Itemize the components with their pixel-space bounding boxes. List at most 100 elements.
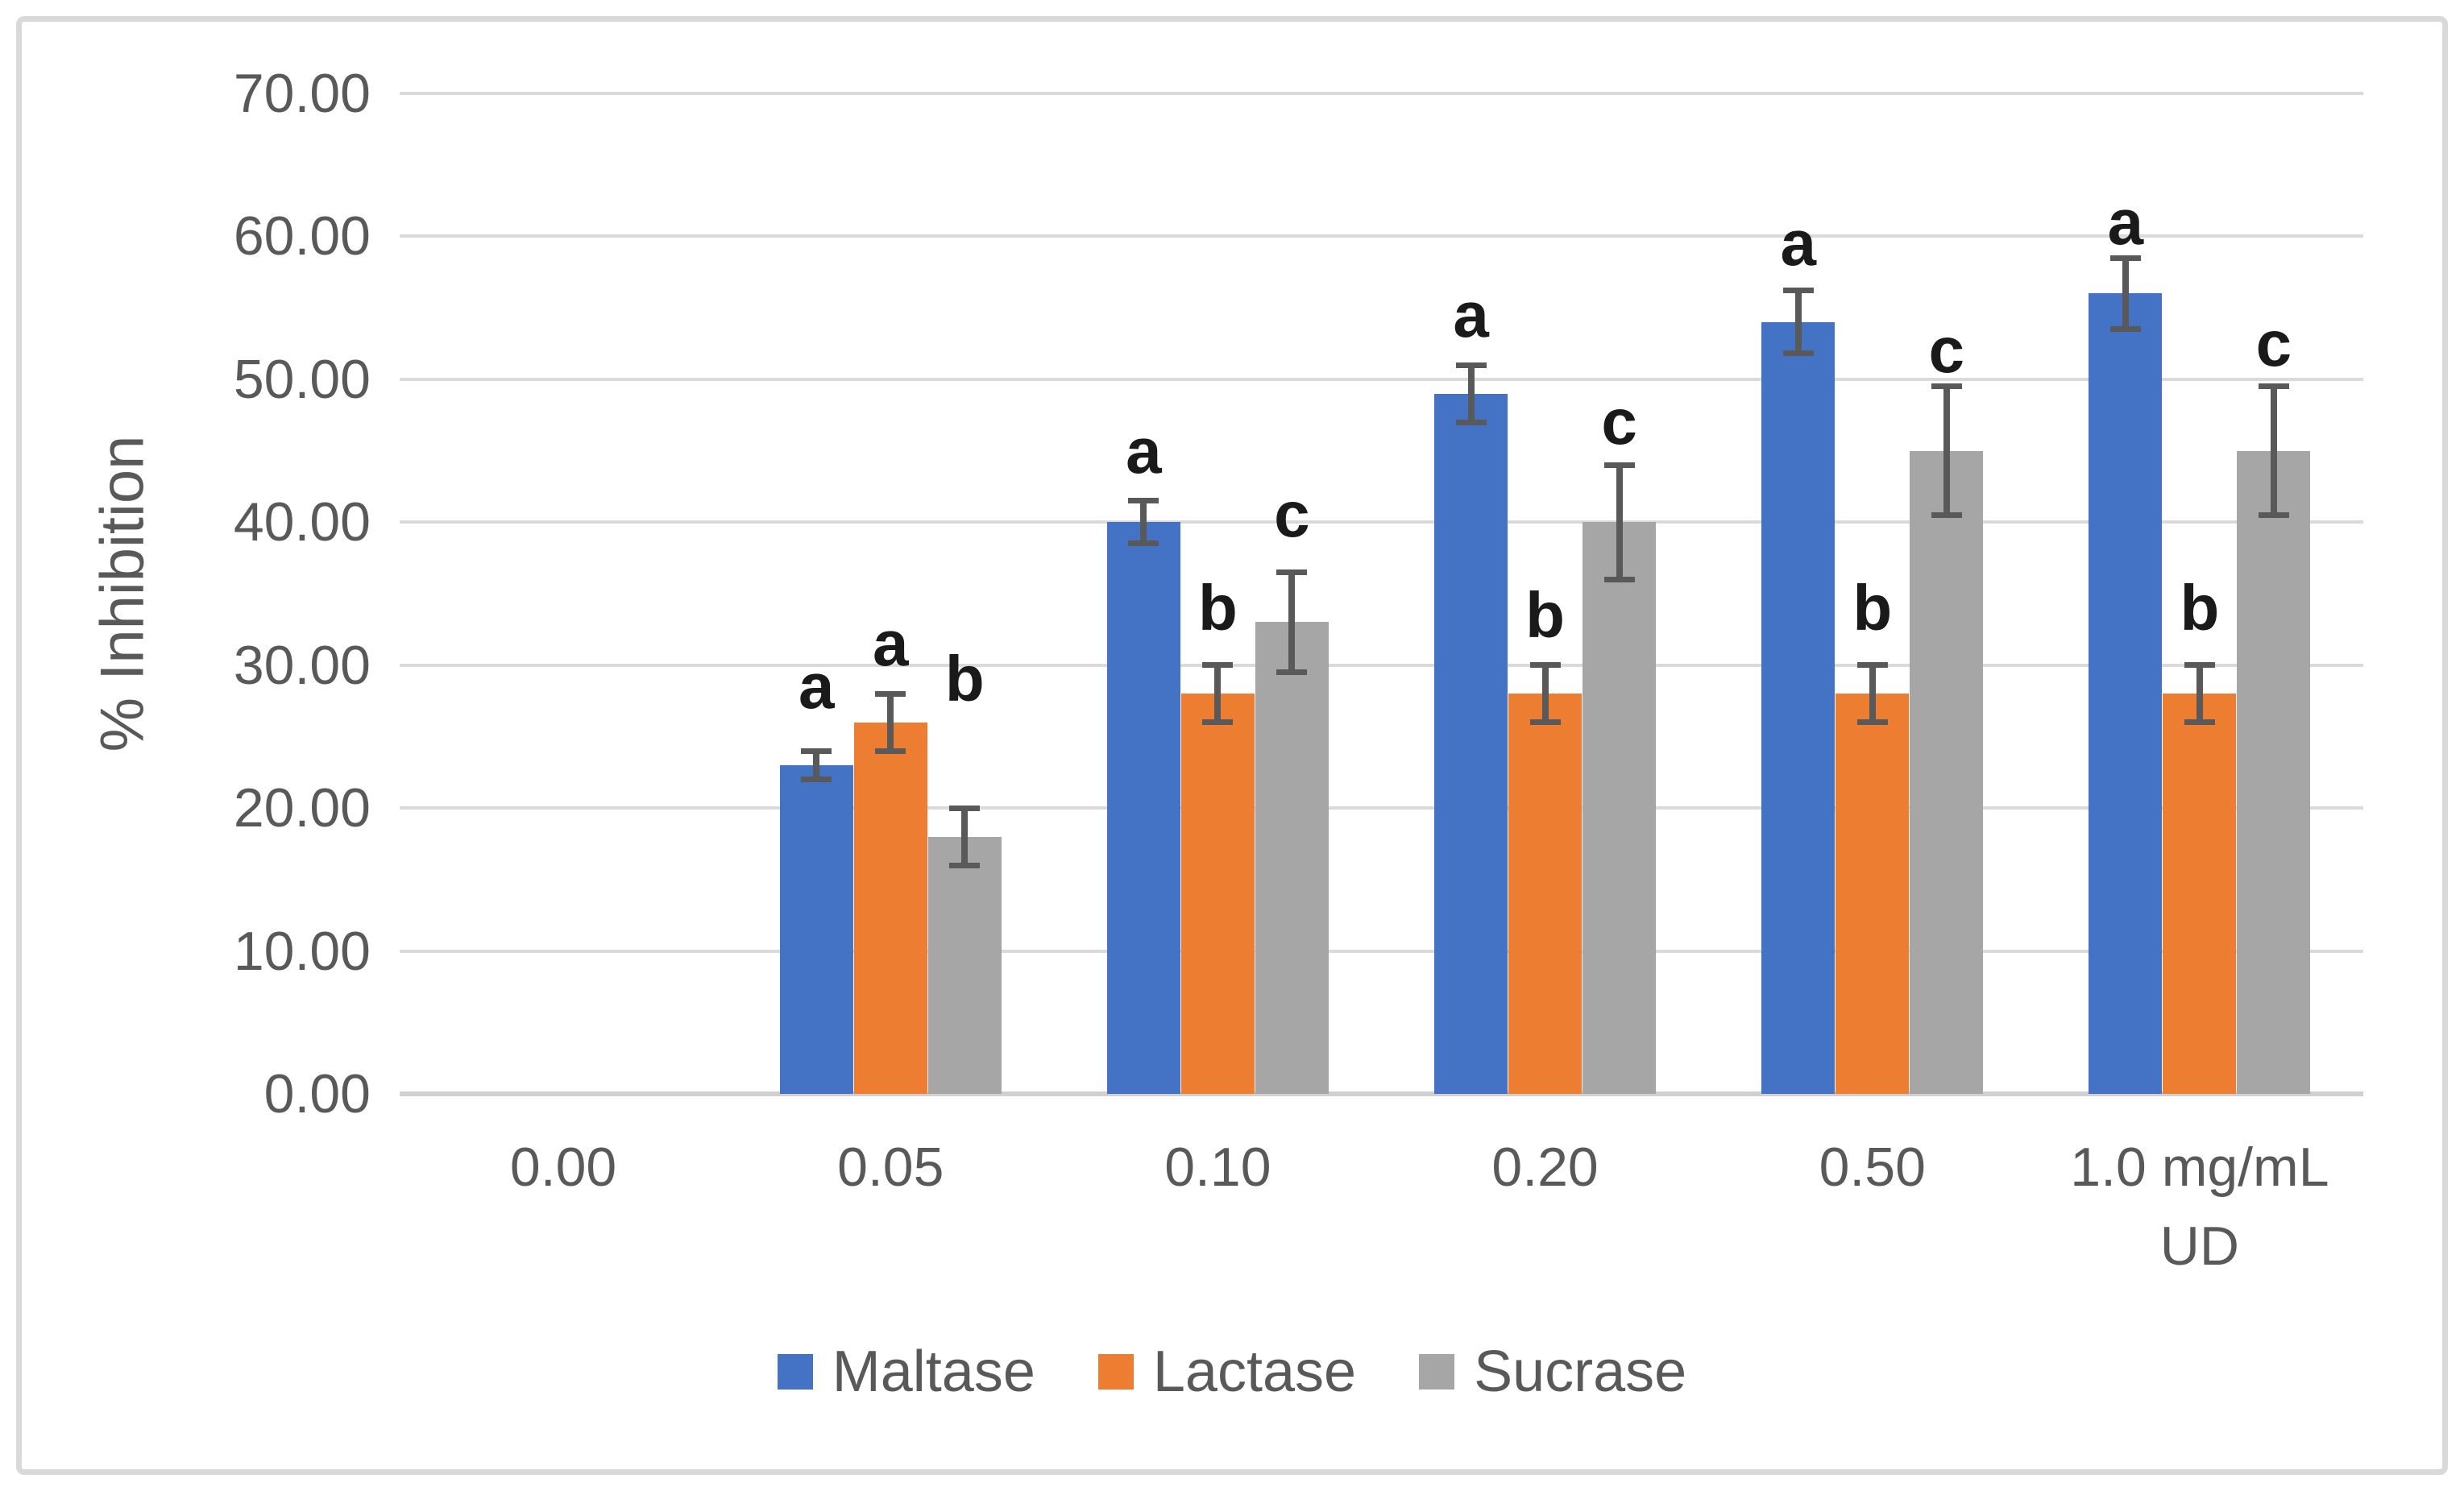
bar-lactase-0.05 [853,722,927,1094]
error-bar-cap [875,748,906,754]
y-tick-label: 10.00 [233,920,371,982]
significance-letter: b [2180,571,2220,644]
error-bar-cap [1455,362,1487,368]
error-bar-whisker [1616,465,1623,580]
legend-label: Maltase [832,1340,1035,1404]
significance-letter: b [1525,578,1566,651]
legend-label: Sucrase [1474,1340,1687,1404]
error-bar-whisker [961,808,969,866]
error-bar-cap [1782,350,1814,357]
y-tick-label: 20.00 [233,777,371,839]
error-bar-cap [2258,511,2289,518]
error-bar-cap [1128,498,1159,504]
bar-maltase-0.10 [1106,522,1180,1094]
error-bar-cap [1128,540,1159,547]
bar-maltase-1.0 mg/mL [2089,293,2163,1094]
y-tick-label: 70.00 [233,63,371,124]
x-tick-label: 1.0 mg/mL UD [2070,1137,2329,1277]
error-bar-cap [1603,576,1635,582]
bar-sucrase-1.0 mg/mL [2237,450,2311,1094]
error-bar-cap [1529,662,1561,669]
error-bar-cap [949,805,981,811]
bar-sucrase-0.10 [1255,622,1329,1094]
error-bar-whisker [1214,665,1222,723]
error-bar-cap [949,862,981,868]
significance-letter: b [1197,571,1238,644]
gridline [400,520,2363,524]
significance-letter: b [1852,571,1893,644]
significance-letter: b [944,643,985,715]
error-bar-cap [1931,511,1962,518]
bar-sucrase-0.50 [1910,450,1984,1094]
bar-lactase-0.10 [1180,694,1255,1094]
x-tick-label: 0.10 [1164,1137,1271,1198]
legend-item-maltase: Maltase [777,1337,1035,1406]
x-tick-label: 0.50 [1819,1137,1926,1198]
y-tick-label: 0.00 [263,1063,371,1124]
error-bar-whisker [1794,290,1802,354]
y-tick-label: 50.00 [233,348,371,410]
x-axis-baseline [400,1091,2363,1096]
significance-letter: a [799,650,835,723]
bar-maltase-0.50 [1761,321,1836,1094]
y-tick-label: 60.00 [233,205,371,267]
error-bar-whisker [1467,365,1475,423]
error-bar-cap [1276,569,1308,575]
error-bar-whisker [887,694,894,752]
error-bar-cap [2184,719,2215,726]
bar-lactase-0.50 [1836,694,1910,1094]
error-bar-cap [801,748,832,754]
legend-item-sucrase: Sucrase [1419,1337,1686,1406]
error-bar-whisker [1541,665,1549,723]
significance-letter: c [2255,307,2292,379]
x-tick-label: 0.00 [509,1137,617,1198]
error-bar-cap [1202,719,1234,726]
error-bar-cap [875,690,906,697]
error-bar-cap [1603,462,1635,468]
error-bar-whisker [1869,665,1876,723]
gridline [400,663,2363,667]
error-bar-whisker [2122,258,2129,329]
gridline [400,92,2363,95]
x-tick-label: 0.05 [837,1137,944,1198]
error-bar-cap [2258,383,2289,390]
legend-swatch-lactase [1097,1354,1134,1390]
significance-letter: a [873,607,909,680]
y-tick-label: 30.00 [233,634,371,696]
x-tick-label: 0.20 [1491,1137,1599,1198]
error-bar-cap [1782,288,1814,294]
legend: Maltase Lactase Sucrase [0,1337,2464,1406]
error-bar-cap [801,777,832,783]
bar-sucrase-0.05 [927,836,1002,1094]
error-bar-cap [1529,719,1561,726]
significance-letter: a [1780,207,1817,280]
y-tick-label: 40.00 [233,491,371,553]
gridline [400,377,2363,381]
error-bar-cap [1455,419,1487,425]
bar-sucrase-0.20 [1583,522,1657,1094]
legend-item-lactase: Lactase [1097,1337,1357,1406]
significance-letter: a [1126,414,1162,487]
legend-label: Lactase [1152,1340,1357,1404]
error-bar-cap [1856,662,1888,669]
error-bar-cap [2184,662,2215,669]
y-axis-title: % Inhibition [88,435,157,752]
gridline [400,234,2363,238]
significance-letter: a [2107,185,2144,258]
bar-lactase-0.20 [1508,694,1583,1094]
error-bar-whisker [1288,572,1296,673]
error-bar-cap [1856,719,1888,726]
error-bar-cap [2109,255,2141,261]
error-bar-whisker [1140,500,1147,544]
legend-swatch-maltase [777,1354,813,1390]
error-bar-whisker [813,751,820,780]
error-bar-cap [1931,383,1962,390]
significance-letter: a [1453,279,1489,350]
error-bar-cap [1202,662,1234,669]
error-bar-whisker [1943,386,1950,516]
significance-letter: c [1274,478,1310,551]
error-bar-whisker [2196,665,2203,723]
bar-maltase-0.20 [1434,393,1508,1094]
significance-letter: c [1601,386,1637,458]
